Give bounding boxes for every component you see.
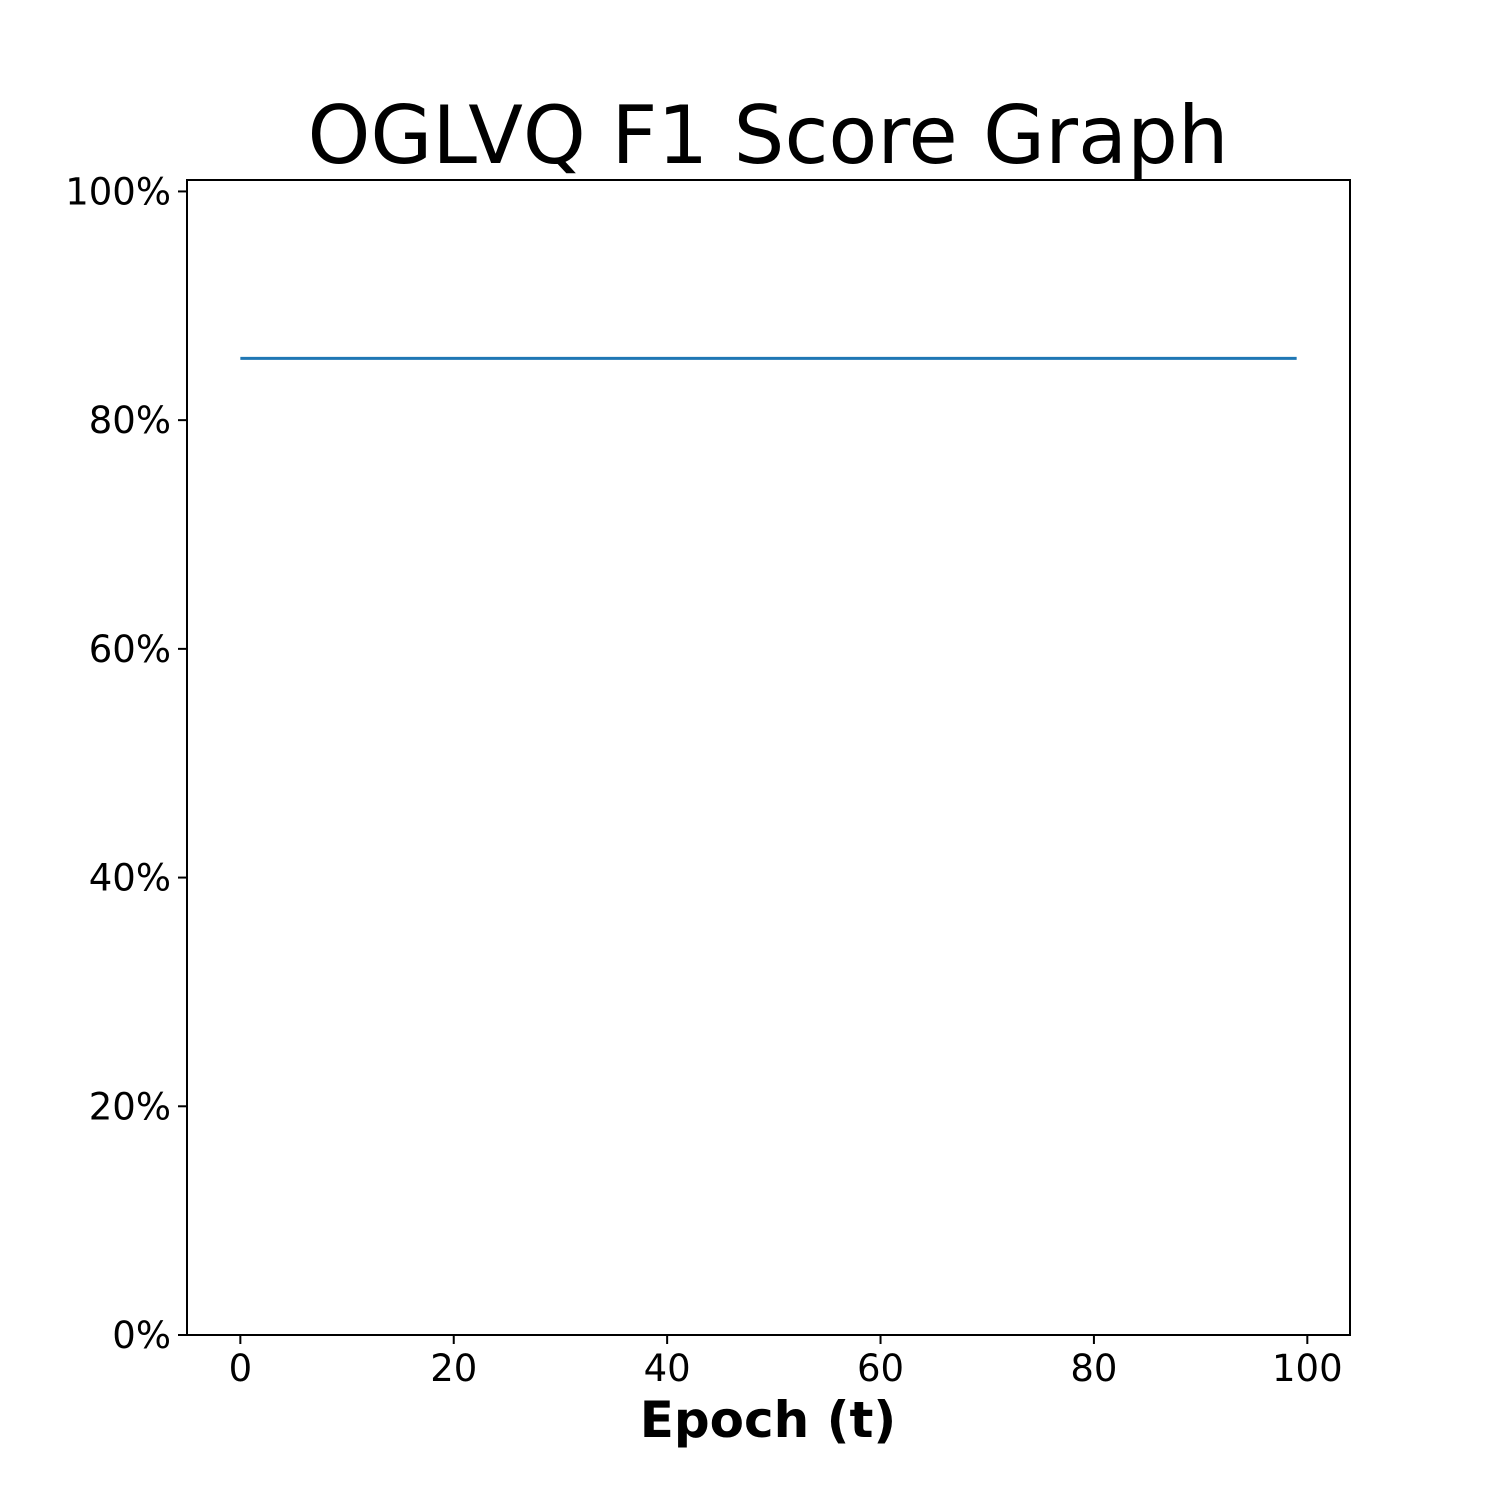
x-tick-label: 0 [229, 1347, 253, 1390]
y-tick-label: 40% [89, 857, 171, 900]
x-tick-label: 80 [1070, 1347, 1117, 1390]
plot-area-frame [186, 179, 1351, 1336]
x-tick-label: 60 [857, 1347, 904, 1390]
x-tick-label: 40 [644, 1347, 691, 1390]
y-tick-label: 60% [89, 628, 171, 671]
chart-title: OGLVQ F1 Score Graph [307, 89, 1228, 182]
y-tick-label: 0% [112, 1314, 171, 1357]
x-tick-label: 100 [1272, 1347, 1343, 1390]
y-tick-label: 20% [89, 1085, 171, 1128]
y-tick-label: 80% [89, 399, 171, 442]
x-axis-label: Epoch (t) [640, 1391, 897, 1449]
x-tick-label: 20 [430, 1347, 477, 1390]
y-tick-label: 100% [65, 170, 171, 213]
